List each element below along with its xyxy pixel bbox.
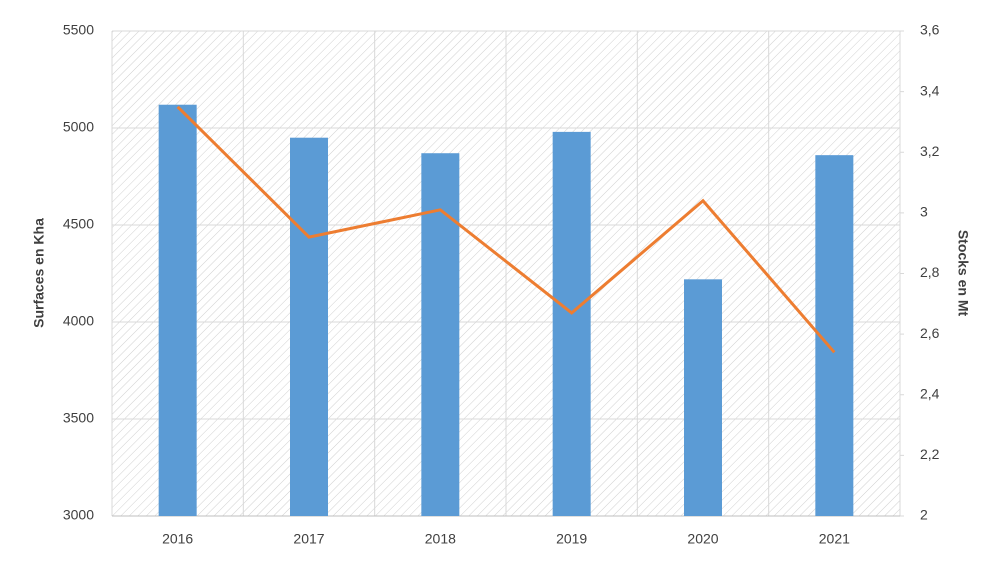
y-tick-label: 3000 <box>63 507 94 523</box>
y-tick-label: 4000 <box>63 313 94 329</box>
x-tick-label: 2017 <box>293 531 324 547</box>
y-tick-label: 5000 <box>63 119 94 135</box>
y-tick-label: 4500 <box>63 216 94 232</box>
bar <box>158 104 197 516</box>
line <box>176 105 836 354</box>
y2-axis-title: Stocks en Mt <box>955 230 971 317</box>
x-tick-label: 2018 <box>425 531 456 547</box>
y2-tick-label: 2,8 <box>920 264 940 280</box>
y-axis-title: Surfaces en Kha <box>31 218 47 328</box>
y2-tick-label: 3 <box>920 204 928 220</box>
y2-tick-label: 2,6 <box>920 325 940 341</box>
bar <box>290 137 328 516</box>
x-tick-label: 2020 <box>687 531 718 547</box>
bar <box>552 131 591 516</box>
y2-tick-label: 2,4 <box>920 385 940 401</box>
y2-tick-label: 3,4 <box>920 82 940 98</box>
x-tick-label: 2021 <box>819 531 850 547</box>
x-tick-label: 2016 <box>162 531 193 547</box>
y2-tick-label: 2,2 <box>920 446 940 462</box>
y-tick-label: 3500 <box>63 410 94 426</box>
y2-tick-label: 3,2 <box>920 143 940 159</box>
x-tick-label: 2019 <box>556 531 587 547</box>
bar <box>421 153 460 516</box>
bar <box>684 279 722 516</box>
y2-tick-label: 2 <box>920 507 928 523</box>
y-tick-label: 5500 <box>63 22 94 38</box>
y2-tick-label: 3,6 <box>920 22 940 38</box>
